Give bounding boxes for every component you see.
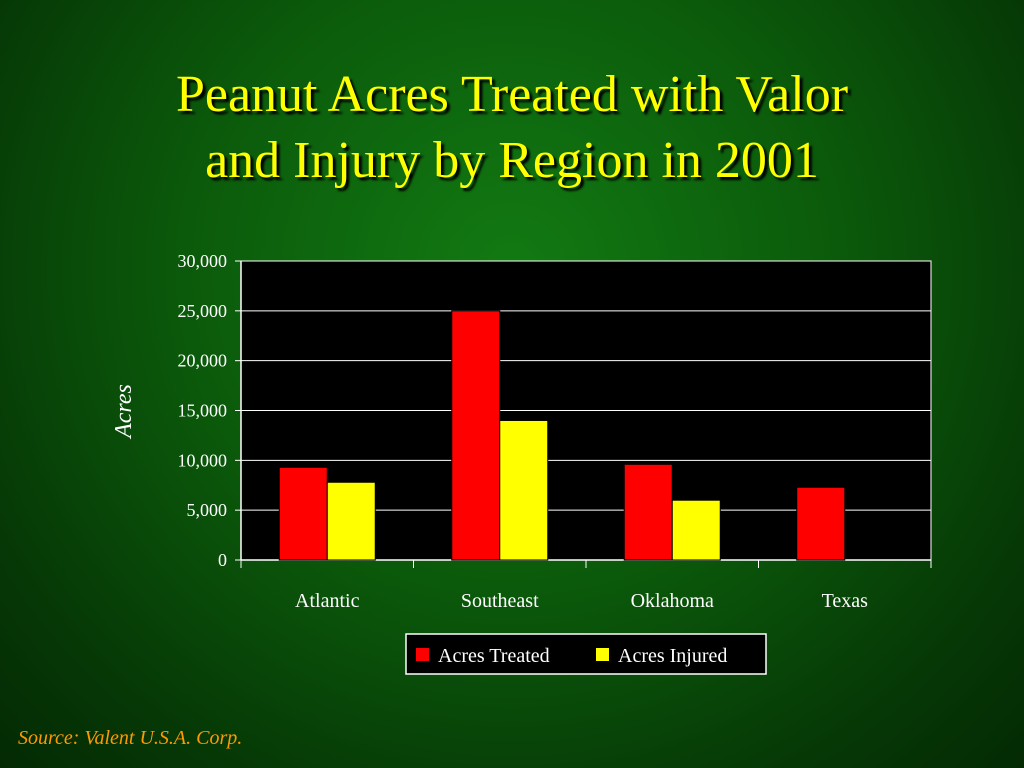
legend	[405, 633, 767, 675]
source-note: Source: Valent U.S.A. Corp.	[18, 727, 243, 749]
y-tick-label: 0	[218, 550, 227, 570]
slide-title: Peanut Acres Treated with Valor and Inju…	[0, 62, 1024, 194]
y-tick-label: 30,000	[178, 251, 228, 271]
y-tick-label: 15,000	[178, 401, 228, 421]
bar-acres-treated	[451, 310, 501, 561]
x-tick-label: Texas	[822, 590, 869, 612]
legend-label-injured: Acres Injured	[618, 645, 727, 667]
bar-acres-treated	[623, 463, 673, 561]
bar-acres-injured	[671, 499, 721, 561]
legend-swatch-treated	[416, 648, 429, 661]
legend-swatch-injured	[596, 648, 609, 661]
x-tick-label: Oklahoma	[631, 590, 714, 612]
bar-acres-injured	[326, 481, 376, 561]
y-tick-label: 10,000	[178, 450, 228, 470]
slide-title-line-2: and Injury by Region in 2001	[205, 132, 819, 189]
slide-title-line-1: Peanut Acres Treated with Valor	[175, 66, 849, 123]
bar-acres-injured	[499, 419, 549, 561]
bar-acres-treated	[278, 466, 328, 561]
y-tick-label: 5,000	[187, 500, 228, 520]
y-tick-label: 25,000	[178, 301, 228, 321]
bar-acres-treated	[796, 486, 846, 561]
x-tick-label: Southeast	[461, 590, 539, 612]
legend-label-treated: Acres Treated	[438, 645, 550, 667]
y-axis-title: Acres	[111, 384, 137, 440]
x-tick-label: Atlantic	[295, 590, 360, 612]
y-tick-label: 20,000	[178, 351, 228, 371]
